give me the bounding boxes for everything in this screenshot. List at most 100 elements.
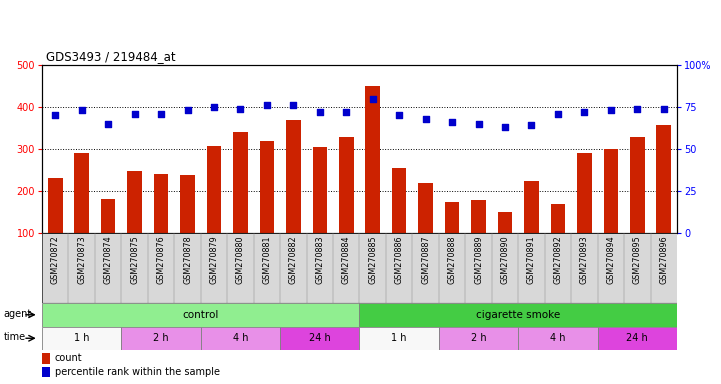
Bar — [603, 149, 618, 233]
Point — [340, 109, 352, 115]
Text: control: control — [182, 310, 219, 320]
Bar — [657, 125, 671, 233]
Point — [446, 119, 458, 125]
Text: cigarette smoke: cigarette smoke — [476, 310, 560, 320]
Text: GDS3493 / 219484_at: GDS3493 / 219484_at — [45, 50, 175, 63]
Bar — [233, 132, 248, 233]
Point — [552, 111, 564, 117]
Point — [394, 113, 405, 119]
Point — [499, 124, 510, 130]
Bar — [360, 303, 677, 326]
Bar — [286, 119, 301, 233]
Text: 24 h: 24 h — [309, 333, 331, 343]
Bar — [418, 183, 433, 233]
Point — [526, 122, 537, 129]
Point — [261, 102, 273, 108]
Bar — [128, 171, 142, 233]
Point — [579, 109, 590, 115]
Text: GSM270878: GSM270878 — [183, 235, 192, 284]
Bar — [598, 326, 677, 350]
Point — [473, 121, 485, 127]
Bar — [472, 200, 486, 233]
Bar — [524, 180, 539, 233]
Bar — [121, 326, 200, 350]
Point — [208, 104, 220, 110]
Bar — [180, 175, 195, 233]
Text: GSM270890: GSM270890 — [500, 235, 510, 284]
Bar — [48, 179, 63, 233]
Text: GSM270881: GSM270881 — [262, 235, 271, 284]
Bar — [200, 326, 280, 350]
Bar — [445, 202, 459, 233]
Text: GSM270887: GSM270887 — [421, 235, 430, 284]
Text: agent: agent — [4, 309, 32, 319]
Bar — [439, 326, 518, 350]
Text: GSM270889: GSM270889 — [474, 235, 483, 284]
Text: GSM270894: GSM270894 — [606, 235, 615, 284]
Point — [234, 106, 246, 112]
Text: GSM270875: GSM270875 — [130, 235, 139, 284]
Text: 2 h: 2 h — [471, 333, 487, 343]
Point — [182, 107, 193, 113]
Bar — [630, 137, 645, 233]
Bar — [42, 353, 50, 364]
Point — [632, 106, 643, 112]
Bar — [42, 233, 677, 303]
Text: GSM270892: GSM270892 — [554, 235, 562, 284]
Bar — [392, 168, 407, 233]
Text: 2 h: 2 h — [154, 333, 169, 343]
Point — [605, 107, 616, 113]
Bar — [42, 326, 121, 350]
Point — [129, 111, 141, 117]
Text: 4 h: 4 h — [233, 333, 248, 343]
Bar — [101, 199, 115, 233]
Text: GSM270891: GSM270891 — [527, 235, 536, 284]
Point — [102, 121, 114, 127]
Point — [658, 106, 670, 112]
Bar — [154, 174, 168, 233]
Text: GSM270888: GSM270888 — [448, 235, 456, 284]
Bar — [74, 153, 89, 233]
Bar — [42, 303, 360, 326]
Point — [288, 102, 299, 108]
Text: GSM270895: GSM270895 — [633, 235, 642, 284]
Text: GSM270883: GSM270883 — [315, 235, 324, 284]
Point — [367, 96, 379, 102]
Point — [314, 109, 326, 115]
Text: GSM270880: GSM270880 — [236, 235, 245, 284]
Bar — [207, 146, 221, 233]
Text: 1 h: 1 h — [392, 333, 407, 343]
Point — [155, 111, 167, 117]
Text: GSM270876: GSM270876 — [156, 235, 166, 284]
Text: GSM270873: GSM270873 — [77, 235, 87, 284]
Bar — [366, 86, 380, 233]
Text: 24 h: 24 h — [627, 333, 648, 343]
Point — [420, 116, 431, 122]
Text: time: time — [4, 332, 25, 342]
Text: GSM270896: GSM270896 — [659, 235, 668, 284]
Text: GSM270886: GSM270886 — [394, 235, 404, 284]
Text: GSM270893: GSM270893 — [580, 235, 589, 284]
Bar — [312, 147, 327, 233]
Text: GSM270879: GSM270879 — [210, 235, 218, 284]
Bar — [551, 204, 565, 233]
Bar — [497, 212, 513, 233]
Bar — [577, 153, 592, 233]
Text: GSM270884: GSM270884 — [342, 235, 351, 284]
Point — [50, 113, 61, 119]
Text: 4 h: 4 h — [550, 333, 566, 343]
Text: 1 h: 1 h — [74, 333, 89, 343]
Text: GSM270874: GSM270874 — [104, 235, 112, 284]
Bar — [260, 141, 274, 233]
Text: count: count — [55, 353, 82, 363]
Bar — [280, 326, 360, 350]
Text: percentile rank within the sample: percentile rank within the sample — [55, 367, 220, 377]
Text: GSM270872: GSM270872 — [50, 235, 60, 284]
Text: GSM270882: GSM270882 — [289, 235, 298, 284]
Text: GSM270885: GSM270885 — [368, 235, 377, 284]
Point — [76, 107, 87, 113]
Bar — [518, 326, 598, 350]
Bar — [42, 366, 50, 377]
Bar — [339, 137, 353, 233]
Bar — [360, 326, 439, 350]
